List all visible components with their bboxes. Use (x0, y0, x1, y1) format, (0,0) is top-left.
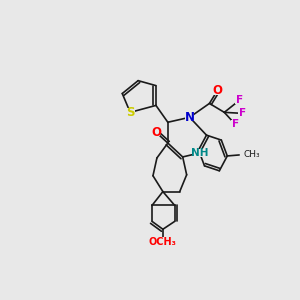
FancyBboxPatch shape (235, 97, 244, 104)
FancyBboxPatch shape (152, 128, 160, 136)
Text: F: F (236, 95, 243, 106)
Text: F: F (238, 108, 246, 118)
Text: O: O (151, 126, 161, 139)
Text: O: O (212, 84, 222, 97)
Text: S: S (126, 106, 134, 119)
FancyBboxPatch shape (126, 108, 135, 116)
FancyBboxPatch shape (152, 237, 174, 247)
Text: F: F (232, 119, 239, 129)
FancyBboxPatch shape (213, 87, 222, 94)
FancyBboxPatch shape (231, 120, 240, 128)
FancyBboxPatch shape (238, 110, 247, 117)
FancyBboxPatch shape (185, 113, 194, 121)
Text: CH₃: CH₃ (243, 151, 260, 160)
FancyBboxPatch shape (193, 149, 206, 157)
Text: N: N (184, 111, 195, 124)
Text: NH: NH (191, 148, 208, 158)
Text: OCH₃: OCH₃ (149, 237, 177, 247)
